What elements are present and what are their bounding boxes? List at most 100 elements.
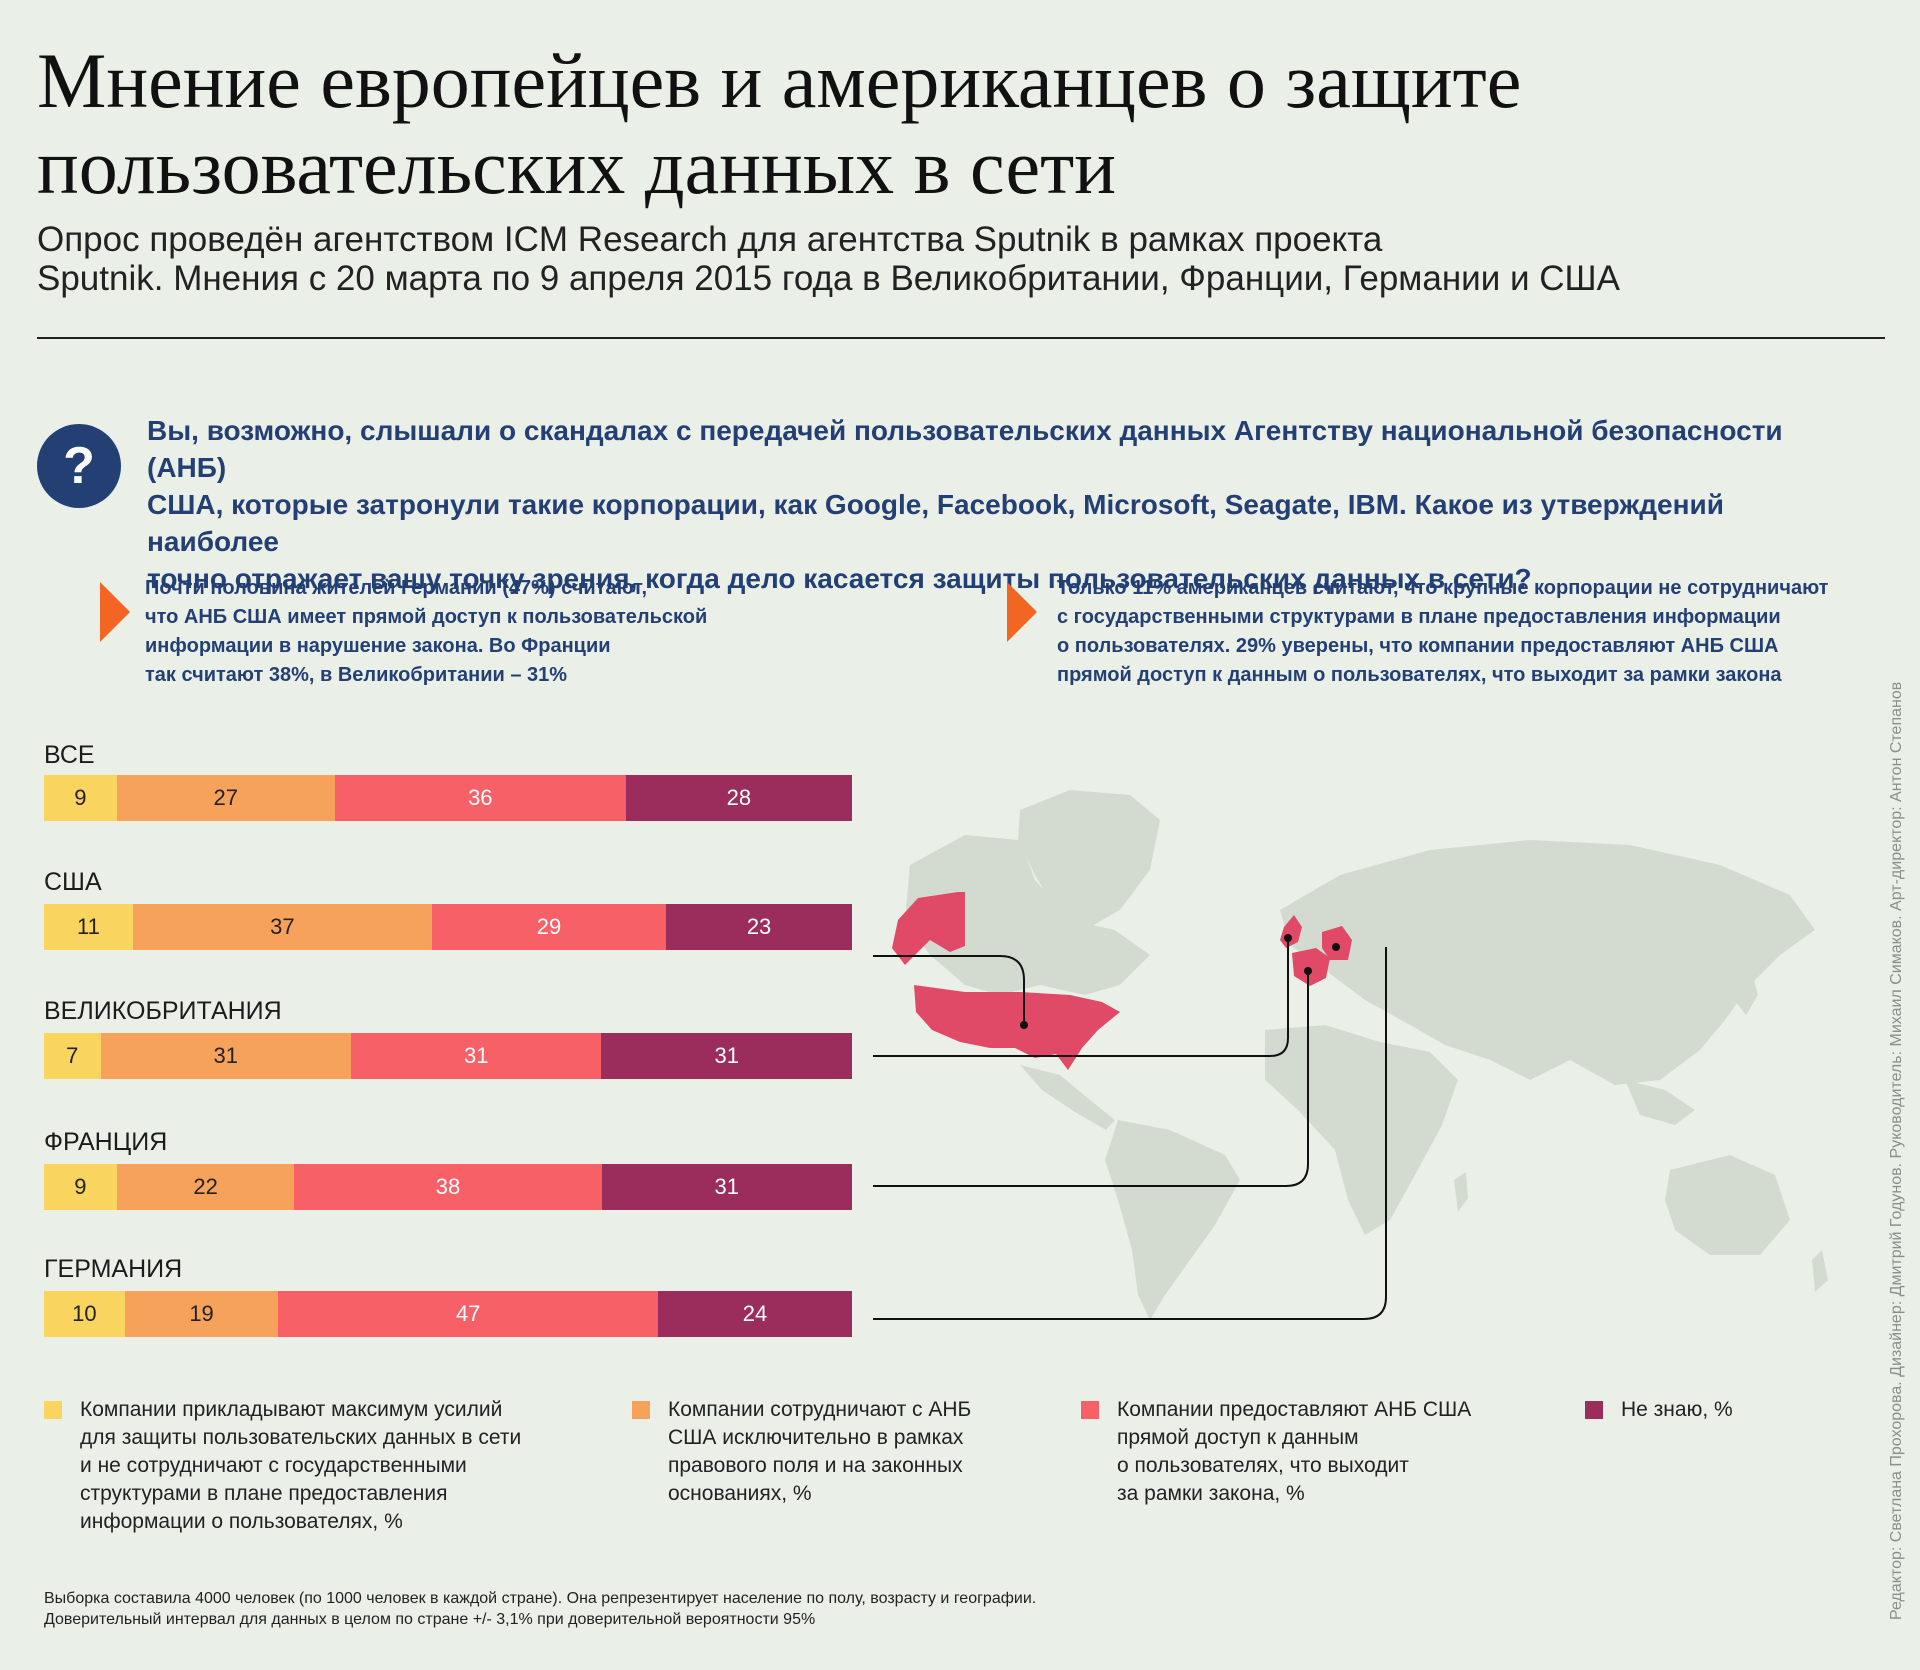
central-america-shape	[1020, 1065, 1115, 1130]
bar-segment: 28	[625, 775, 852, 821]
eurasia-shape	[1280, 840, 1815, 1085]
madagascar-shape	[1454, 1172, 1468, 1212]
header-divider	[37, 337, 1885, 339]
legend-line: правового поля и на законных	[668, 1454, 963, 1477]
data-label: 31	[464, 1043, 489, 1068]
legend-swatch	[44, 1401, 62, 1419]
southeast-asia-shape	[1625, 1080, 1695, 1125]
france-dot	[1304, 967, 1312, 975]
note-usa: Только 11% американцев считают, что круп…	[1057, 574, 1887, 690]
footnote-line-2: Доверительный интервал для данных в цело…	[44, 1611, 816, 1628]
category-label: ГЕРМАНИЯ	[44, 1255, 183, 1283]
legend-item-dont-know: Не знаю, %	[1585, 1396, 1845, 1424]
legend-line: Компании прикладывают максимум усилий	[80, 1398, 503, 1421]
legend-swatch	[1081, 1401, 1099, 1419]
data-label: 37	[270, 914, 295, 939]
category-label: ВЕЛИКОБРИТАНИЯ	[44, 997, 282, 1025]
note-arrow-icon	[100, 582, 130, 642]
data-label: 22	[193, 1174, 218, 1199]
bar-segment: 37	[132, 904, 432, 950]
data-label: 38	[435, 1174, 461, 1199]
bar-segment: 27	[116, 775, 335, 821]
data-label: 36	[468, 785, 493, 810]
legend-line: структурами в плане предоставления	[80, 1482, 448, 1505]
legend-line: Компании предоставляют АНБ США	[1117, 1398, 1472, 1421]
data-label: 24	[742, 1301, 768, 1326]
data-label: 27	[213, 785, 239, 810]
note-line: так считают 38%, в Великобритании – 31%	[145, 664, 568, 686]
survey-question: Вы, возможно, слышали о скандалах с пере…	[147, 412, 1847, 597]
note-line: с государственными структурами в плане п…	[1057, 606, 1781, 628]
legend-line: прямой доступ к данным	[1117, 1426, 1359, 1449]
data-label: 31	[714, 1174, 739, 1199]
australia-shape	[1665, 1155, 1790, 1255]
note-line: информации в нарушение закона. Во Франци…	[145, 635, 611, 657]
bar-segment: 31	[601, 1164, 852, 1210]
uk-dot	[1284, 934, 1292, 942]
legend-item-direct-access: Компании предоставляют АНБ США прямой до…	[1081, 1396, 1511, 1508]
category-label: США	[44, 868, 102, 896]
legend-line: для защиты пользовательских данных в сет…	[80, 1426, 522, 1449]
legend-item-legal-cooperation: Компании сотрудничают с АНБ США исключит…	[632, 1396, 1052, 1508]
question-line-3: точно отражает вашу точку зрения, когда …	[147, 563, 1532, 594]
question-mark-icon: ?	[37, 424, 121, 508]
legend-line: о пользователях, что выходит	[1117, 1454, 1409, 1477]
note-line: Только 11% американцев считают, что круп…	[1057, 577, 1829, 599]
title-line-2: пользовательских данных в сети	[37, 123, 1116, 210]
usa-shape	[914, 985, 1120, 1070]
bar-segment: 23	[666, 904, 852, 950]
category-label: ВСЕ	[44, 741, 95, 769]
subtitle: Опрос проведён агентством ICM Research д…	[37, 220, 1797, 298]
data-label: 23	[746, 914, 772, 939]
note-line: Почти половина жителей Германии (47%) сч…	[145, 577, 648, 599]
data-label: 31	[213, 1043, 239, 1068]
bar-segment: 31	[351, 1033, 602, 1079]
subtitle-line-1: Опрос проведён агентством ICM Research д…	[37, 220, 1383, 259]
category-label: ФРАНЦИЯ	[44, 1128, 168, 1156]
legend-line: за рамки закона, %	[1117, 1482, 1305, 1505]
note-line: что АНБ США имеет прямой доступ к пользо…	[145, 606, 708, 628]
data-label: 47	[455, 1301, 481, 1326]
question-line-1: Вы, возможно, слышали о скандалах с пере…	[147, 415, 1783, 483]
bar-segment: 10	[44, 1291, 125, 1337]
legend-line: Компании сотрудничают с АНБ	[668, 1398, 972, 1421]
legend-line: и не сотрудничают с государственными	[80, 1454, 467, 1477]
data-label: 7	[66, 1043, 79, 1068]
bar-segment: 9	[44, 1164, 117, 1210]
legend-line: США исключительно в рамках	[668, 1426, 964, 1449]
legend-swatch	[1585, 1401, 1603, 1419]
stacked-bar: 9 27 36 28	[44, 775, 852, 821]
data-label: 11	[77, 914, 100, 939]
bar-segment: 36	[334, 775, 626, 821]
world-map	[892, 790, 1828, 1320]
legend-line: информации о пользователях, %	[80, 1510, 403, 1533]
credits: Редактор: Светлана Прохорова. Дизайнер: …	[1888, 681, 1905, 1620]
bar-segment: 47	[278, 1291, 659, 1337]
data-label: 9	[74, 785, 87, 810]
page-title: Мнение европейцев и американцев о защите…	[37, 38, 1737, 210]
question-line-2: США, которые затронули такие корпорации,…	[147, 489, 1724, 557]
legend-swatch	[632, 1401, 650, 1419]
data-label: 29	[536, 914, 562, 939]
bar-segment: 9	[44, 775, 117, 821]
stacked-bar: 11 37 29 23	[44, 904, 852, 950]
subtitle-line-2: Sputnik. Мнения с 20 марта по 9 апреля 2…	[37, 259, 1620, 298]
footnote-line-1: Выборка составила 4000 человек (по 1000 …	[44, 1590, 1037, 1607]
bar-segment: 19	[124, 1291, 279, 1337]
note-line: о пользователях. 29% уверены, что компан…	[1057, 635, 1779, 657]
stacked-bar: 9 22 38 31	[44, 1164, 852, 1210]
bar-segment: 31	[601, 1033, 852, 1079]
data-label: 31	[714, 1043, 739, 1068]
stacked-bar: 7 31 31 31	[44, 1033, 852, 1079]
note-line: прямой доступ к данным о пользователях, …	[1057, 664, 1782, 686]
bar-segment: 29	[431, 904, 667, 950]
germany-dot	[1332, 943, 1340, 951]
greenland-shape	[1018, 790, 1160, 930]
note-germany: Почти половина жителей Германии (47%) сч…	[145, 574, 905, 690]
usa-dot	[1020, 1021, 1028, 1029]
footnote: Выборка составила 4000 человек (по 1000 …	[44, 1588, 1344, 1630]
data-label: 9	[74, 1174, 87, 1199]
bar-segment: 11	[44, 904, 133, 950]
bar-segment: 24	[658, 1291, 852, 1337]
legend-line: Не знаю, %	[1621, 1398, 1733, 1421]
